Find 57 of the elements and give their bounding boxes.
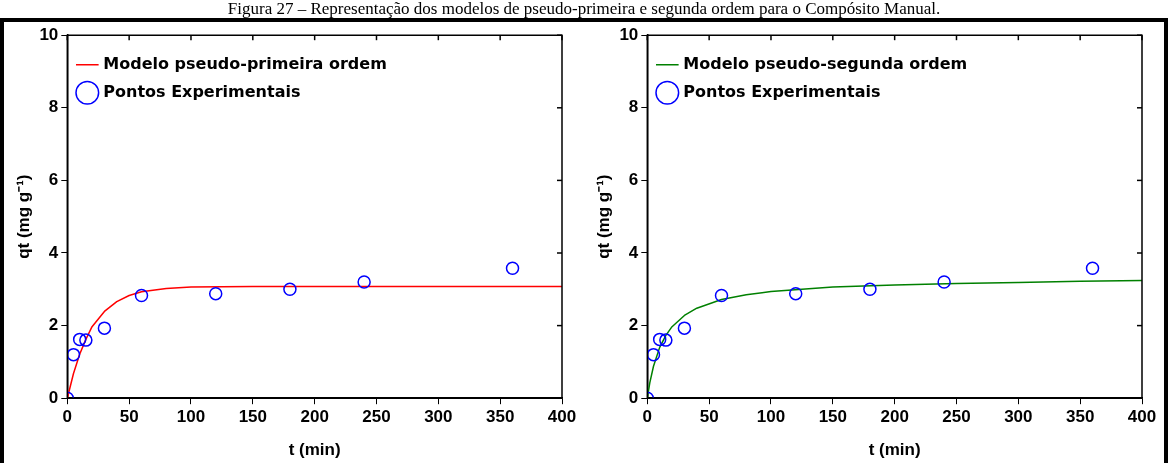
x-tick-label: 250 xyxy=(942,407,971,427)
point xyxy=(72,332,87,347)
point xyxy=(937,275,951,289)
point xyxy=(208,286,223,301)
x-tick-label: 0 xyxy=(62,407,73,427)
legend-label: Pontos Experimentais xyxy=(103,81,301,101)
legend-label: Modelo pseudo-primeira ordem xyxy=(103,53,387,73)
y-axis-title: qt (mg g⁻¹) xyxy=(13,174,33,259)
x-axis-title: t (min) xyxy=(868,440,921,460)
y-tick-label: 4 xyxy=(628,242,639,262)
y-axis-title: qt (mg g⁻¹) xyxy=(593,174,613,259)
x-tick-label: 200 xyxy=(300,407,329,427)
x-tick-label: 0 xyxy=(642,407,653,427)
point xyxy=(283,282,297,297)
point xyxy=(647,347,661,362)
point xyxy=(788,286,803,301)
point xyxy=(652,332,667,347)
x-tick-label: 150 xyxy=(238,407,268,427)
point xyxy=(1085,261,1100,275)
point xyxy=(79,333,93,347)
x-tick-label: 100 xyxy=(756,407,786,427)
y-tick-label: 10 xyxy=(39,24,59,44)
x-tick-label: 150 xyxy=(818,407,848,427)
x-tick-label: 400 xyxy=(1127,407,1157,427)
point xyxy=(134,288,149,303)
x-tick-label: 400 xyxy=(547,407,577,427)
x-tick-label: 350 xyxy=(485,407,515,427)
y-tick-label: 6 xyxy=(48,170,59,190)
x-tick-label: 50 xyxy=(699,407,719,427)
point xyxy=(677,321,692,335)
x-tick-label: 350 xyxy=(1065,407,1095,427)
y-tick-label: 0 xyxy=(48,387,59,407)
point xyxy=(714,288,729,303)
point xyxy=(357,275,371,289)
y-tick-label: 2 xyxy=(48,315,59,335)
y-tick-label: 10 xyxy=(619,24,639,44)
y-tick-label: 8 xyxy=(628,97,639,117)
x-tick-label: 100 xyxy=(176,407,206,427)
y-tick-label: 8 xyxy=(48,97,59,117)
y-tick-label: 0 xyxy=(628,387,639,407)
x-tick-label: 300 xyxy=(1004,407,1033,427)
point xyxy=(863,282,877,297)
legend-label: Modelo pseudo-segunda ordem xyxy=(683,53,968,73)
y-tick-label: 4 xyxy=(48,242,59,262)
x-tick-label: 200 xyxy=(880,407,909,427)
legend-label: Pontos Experimentais xyxy=(683,81,881,101)
x-tick-label: 250 xyxy=(362,407,391,427)
y-tick-label: 2 xyxy=(628,315,639,335)
x-tick-label: 300 xyxy=(424,407,453,427)
y-tick-label: 6 xyxy=(628,170,639,190)
point xyxy=(505,261,520,275)
x-axis-title: t (min) xyxy=(288,440,341,460)
point xyxy=(67,347,81,362)
chart-title: Figura 27 – Representação dos modelos de pseudo-primeira e segunda ordem para o Compósito Manual. xyxy=(226,0,942,18)
point xyxy=(97,321,112,335)
point xyxy=(659,333,673,347)
x-tick-label: 50 xyxy=(119,407,139,427)
